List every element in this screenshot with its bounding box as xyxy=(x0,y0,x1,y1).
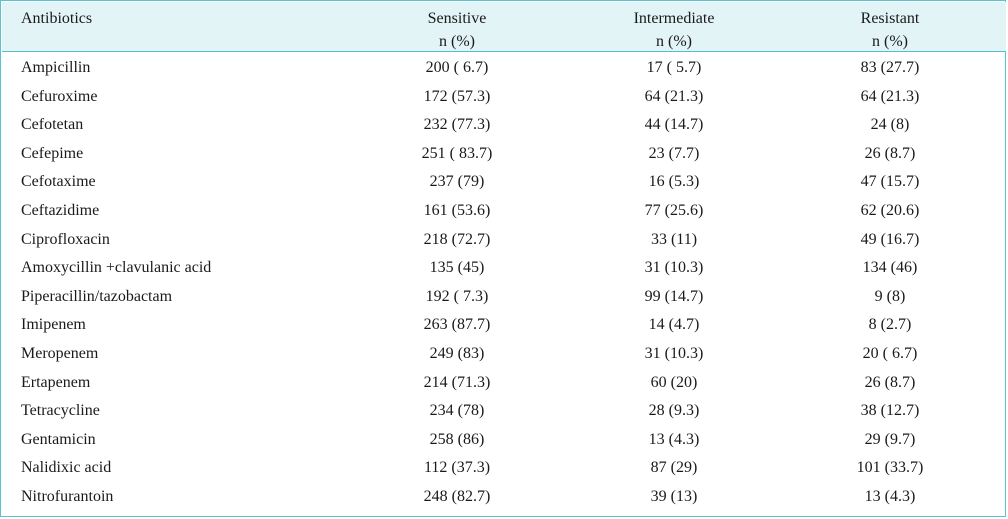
antibiotic-name: Meropenem xyxy=(21,344,99,362)
resistant-value: 13 (4.3) xyxy=(864,487,916,505)
antibiotic-name: Gentamicin xyxy=(21,430,96,448)
sensitive-value: 214 (71.3) xyxy=(423,373,491,391)
header-antibiotics: Antibiotics xyxy=(21,7,92,30)
resistant-value: 20 ( 6.7) xyxy=(862,344,918,362)
table-row: Tetracycline 234 (78) 28 (9.3) 38 (12.7) xyxy=(2,397,1006,426)
sensitive-value: 135 (45) xyxy=(429,259,485,277)
header-intermediate-unit: n (%) xyxy=(656,33,692,50)
intermediate-value: 31 (10.3) xyxy=(644,259,704,277)
resistant-value: 26 (8.7) xyxy=(864,373,916,391)
sensitive-value: 248 (82.7) xyxy=(423,487,491,505)
intermediate-value: 28 (9.3) xyxy=(648,402,700,420)
header-resistant-unit: n (%) xyxy=(872,33,908,50)
header-sensitive: Sensitive n (%) xyxy=(357,7,557,53)
intermediate-value: 33 (11) xyxy=(650,230,698,248)
resistant-value: 49 (16.7) xyxy=(860,230,920,248)
header-antibiotics-label: Antibiotics xyxy=(21,10,93,27)
table-row: Cefotaxime 237 (79) 16 (5.3) 47 (15.7) xyxy=(2,168,1006,197)
antibiotic-name: Nitrofurantoin xyxy=(21,487,114,505)
resistant-value: 62 (20.6) xyxy=(860,201,920,219)
table-row: Gentamicin 258 (86) 13 (4.3) 29 (9.7) xyxy=(2,426,1006,455)
antibiotic-name: Piperacillin/tazobactam xyxy=(21,287,173,305)
table-row: Cefepime 251 ( 83.7) 23 (7.7) 26 (8.7) xyxy=(2,140,1006,169)
resistant-value: 38 (12.7) xyxy=(860,402,920,420)
table-body: Ampicillin 200 ( 6.7) 17 ( 5.7) 83 (27.7… xyxy=(2,54,1006,512)
intermediate-value: 39 (13) xyxy=(650,487,698,505)
table-row: Cefuroxime 172 (57.3) 64 (21.3) 64 (21.3… xyxy=(2,83,1006,112)
table-row: Ceftazidime 161 (53.6) 77 (25.6) 62 (20.… xyxy=(2,197,1006,226)
antibiotic-name: Cefotaxime xyxy=(21,173,96,191)
antibiotic-name: Ertapenem xyxy=(21,373,91,391)
sensitive-value: 112 (37.3) xyxy=(423,459,491,477)
resistant-value: 29 (9.7) xyxy=(864,430,916,448)
sensitive-value: 172 (57.3) xyxy=(423,87,491,105)
antibiotic-name: Nalidixic acid xyxy=(21,459,112,477)
intermediate-value: 13 (4.3) xyxy=(648,430,700,448)
sensitive-value: 258 (86) xyxy=(429,430,485,448)
table-row: Imipenem 263 (87.7) 14 (4.7) 8 (2.7) xyxy=(2,311,1006,340)
intermediate-value: 87 (29) xyxy=(650,459,698,477)
header-sensitive-label: Sensitive xyxy=(427,10,487,27)
antibiotic-name: Imipenem xyxy=(21,316,86,334)
table-row: Ciprofloxacin 218 (72.7) 33 (11) 49 (16.… xyxy=(2,226,1006,255)
sensitive-value: 237 (79) xyxy=(429,173,485,191)
resistant-value: 24 (8) xyxy=(870,116,910,134)
antibiotic-name: Ampicillin xyxy=(21,59,91,76)
intermediate-value: 99 (14.7) xyxy=(644,287,704,305)
intermediate-value: 64 (21.3) xyxy=(644,87,704,105)
sensitive-value: 218 (72.7) xyxy=(423,230,491,248)
intermediate-value: 14 (4.7) xyxy=(648,316,700,334)
intermediate-value: 17 ( 5.7) xyxy=(646,59,702,76)
sensitive-value: 232 (77.3) xyxy=(423,116,491,134)
resistant-value: 64 (21.3) xyxy=(860,87,920,105)
header-resistant-label: Resistant xyxy=(860,10,920,27)
table-row: Nitrofurantoin 248 (82.7) 39 (13) 13 (4.… xyxy=(2,483,1006,512)
sensitive-value: 249 (83) xyxy=(429,344,485,362)
header-intermediate: Intermediate n (%) xyxy=(574,7,774,53)
header-resistant: Resistant n (%) xyxy=(790,7,990,53)
antibiotic-name: Ciprofloxacin xyxy=(21,230,110,248)
sensitive-value: 192 ( 7.3) xyxy=(425,287,489,305)
intermediate-value: 77 (25.6) xyxy=(644,201,704,219)
table-row: Ampicillin 200 ( 6.7) 17 ( 5.7) 83 (27.7… xyxy=(2,54,1006,83)
resistant-value: 134 (46) xyxy=(862,259,918,277)
antibiotic-name: Cefotetan xyxy=(21,116,84,134)
intermediate-value: 31 (10.3) xyxy=(644,344,704,362)
intermediate-value: 60 (20) xyxy=(650,373,698,391)
table-row: Amoxycillin +clavulanic acid 135 (45) 31… xyxy=(2,254,1006,283)
header-intermediate-label: Intermediate xyxy=(633,10,715,27)
antibiotic-name: Ceftazidime xyxy=(21,201,100,219)
sensitive-value: 251 ( 83.7) xyxy=(421,144,493,162)
resistant-value: 9 (8) xyxy=(874,287,906,305)
resistant-value: 101 (33.7) xyxy=(856,459,924,477)
intermediate-value: 23 (7.7) xyxy=(648,144,700,162)
table-row: Ertapenem 214 (71.3) 60 (20) 26 (8.7) xyxy=(2,369,1006,398)
intermediate-value: 16 (5.3) xyxy=(648,173,700,191)
antibiotic-name: Tetracycline xyxy=(21,402,100,420)
table-row: Nalidixic acid 112 (37.3) 87 (29) 101 (3… xyxy=(2,454,1006,483)
table-row: Cefotetan 232 (77.3) 44 (14.7) 24 (8) xyxy=(2,111,1006,140)
resistant-value: 83 (27.7) xyxy=(860,59,920,76)
table-row: Meropenem 249 (83) 31 (10.3) 20 ( 6.7) xyxy=(2,340,1006,369)
header-sensitive-unit: n (%) xyxy=(439,33,475,50)
sensitive-value: 161 (53.6) xyxy=(423,201,491,219)
resistant-value: 47 (15.7) xyxy=(860,173,920,191)
intermediate-value: 44 (14.7) xyxy=(644,116,704,134)
sensitive-value: 234 (78) xyxy=(429,402,485,420)
table-row: Piperacillin/tazobactam 192 ( 7.3) 99 (1… xyxy=(2,283,1006,312)
resistant-value: 26 (8.7) xyxy=(864,144,916,162)
antibiotic-name: Cefuroxime xyxy=(21,87,98,105)
sensitive-value: 263 (87.7) xyxy=(423,316,491,334)
table-header: Antibiotics Sensitive n (%) Intermediate… xyxy=(2,2,1006,52)
sensitive-value: 200 ( 6.7) xyxy=(425,59,489,76)
resistant-value: 8 (2.7) xyxy=(868,316,912,334)
antibiotic-name: Amoxycillin +clavulanic acid xyxy=(21,259,212,277)
antibiotic-name: Cefepime xyxy=(21,144,84,162)
